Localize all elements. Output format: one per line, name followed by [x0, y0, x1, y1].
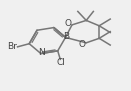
Text: N: N	[38, 48, 45, 57]
Text: Br: Br	[7, 42, 17, 51]
Text: Cl: Cl	[56, 58, 65, 67]
Text: O: O	[65, 19, 72, 28]
Text: B: B	[63, 32, 69, 41]
Text: O: O	[79, 40, 86, 49]
